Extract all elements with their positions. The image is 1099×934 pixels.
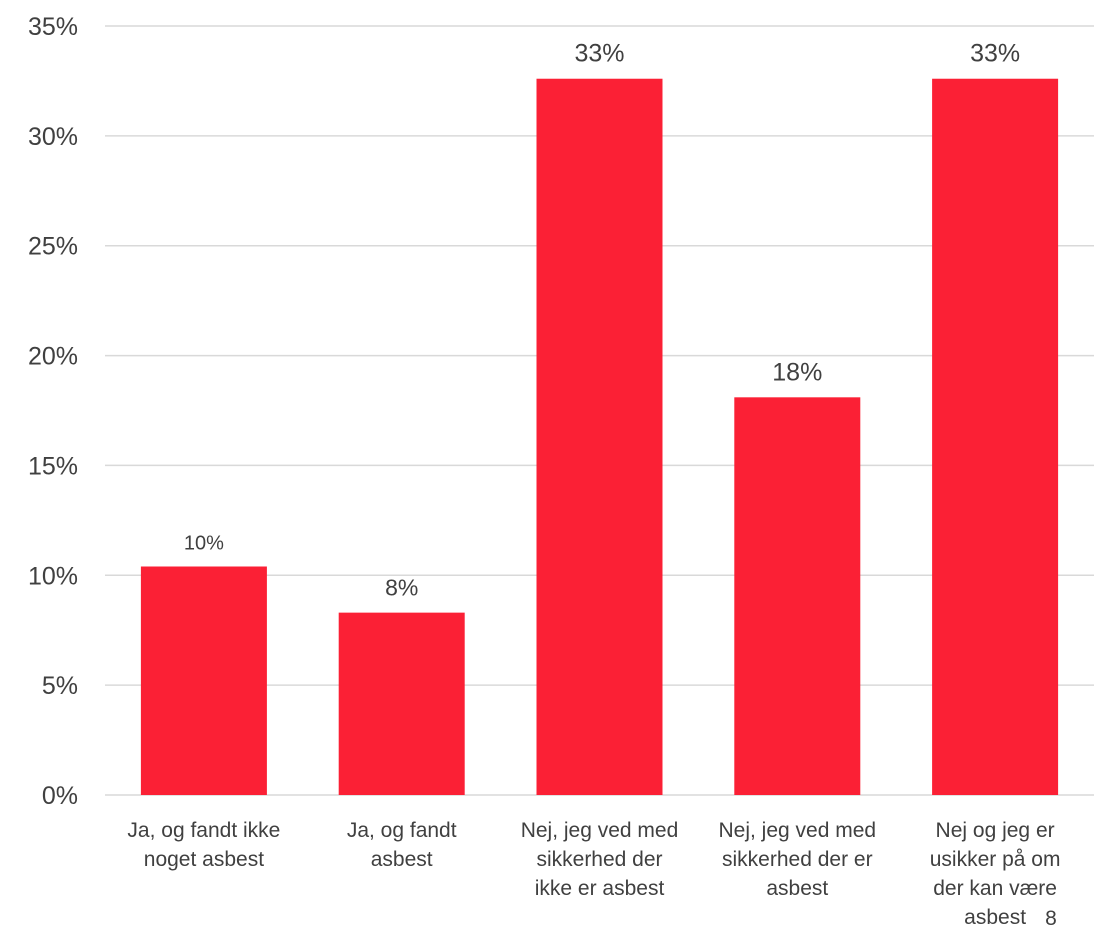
x-tick-label: Nej, jeg ved med xyxy=(521,819,679,842)
bar xyxy=(140,566,267,795)
x-tick-label: asbest xyxy=(766,877,828,900)
y-tick-label: 30% xyxy=(28,123,78,151)
x-tick-label: Ja, og fandt xyxy=(347,819,457,842)
x-tick-label: asbest xyxy=(371,848,433,871)
x-tick-label: asbest xyxy=(964,906,1026,929)
bar xyxy=(932,78,1059,795)
bar xyxy=(536,78,663,795)
page-number: 8 xyxy=(1045,907,1057,930)
x-tick-label: Nej, jeg ved med xyxy=(719,819,877,842)
x-tick-label: sikkerhed der xyxy=(536,848,662,871)
x-tick-label: Nej og jeg er xyxy=(936,819,1055,842)
y-tick-label: 0% xyxy=(42,782,78,810)
y-tick-label: 20% xyxy=(28,343,78,371)
x-tick-label: sikkerhed der er xyxy=(722,848,873,871)
y-tick-label: 25% xyxy=(28,233,78,261)
bar xyxy=(734,397,861,795)
y-axis-tick-labels: 0% 5% 10% 15% 20% 25% 30% 35% xyxy=(28,13,78,810)
y-tick-label: 10% xyxy=(28,562,78,590)
bars xyxy=(140,78,1059,795)
x-tick-label: usikker på om xyxy=(930,848,1061,871)
y-tick-label: 35% xyxy=(28,13,78,41)
x-tick-label: ikke er asbest xyxy=(535,877,665,900)
data-label: 33% xyxy=(574,40,624,68)
y-tick-label: 15% xyxy=(28,452,78,480)
x-tick-label: der kan være xyxy=(933,877,1057,900)
x-tick-label: Ja, og fandt ikke xyxy=(127,819,280,842)
data-labels: 10% 8% 33% 18% 33% xyxy=(184,40,1020,601)
data-label: 18% xyxy=(772,358,822,386)
data-label: 33% xyxy=(970,40,1020,68)
y-tick-label: 5% xyxy=(42,672,78,700)
x-tick-label: noget asbest xyxy=(144,848,264,871)
bar xyxy=(338,612,465,795)
x-axis-category-labels: Ja, og fandt ikke noget asbest Ja, og fand… xyxy=(127,819,1060,929)
data-label: 8% xyxy=(385,575,418,601)
data-label: 10% xyxy=(184,532,224,554)
